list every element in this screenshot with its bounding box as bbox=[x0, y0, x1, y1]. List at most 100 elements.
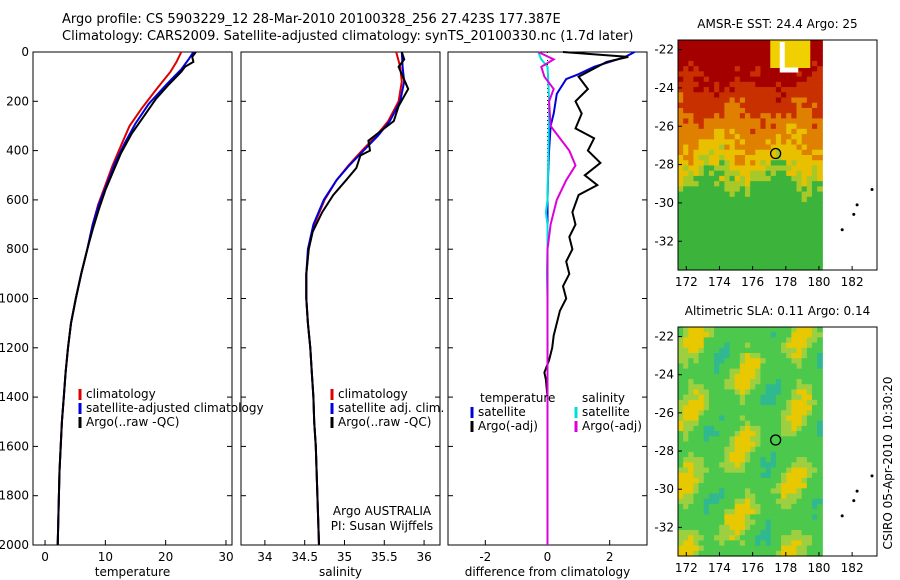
x-tick-label: 20 bbox=[158, 550, 173, 564]
y-tick-label: -28 bbox=[654, 444, 674, 458]
y-tick-label: -24 bbox=[654, 81, 674, 95]
series-line-satellite-adj-clim- bbox=[305, 51, 406, 546]
island-marker bbox=[840, 514, 844, 518]
legend-label: Argo(..raw -QC) bbox=[86, 415, 179, 429]
y-tick-label: 1600 bbox=[0, 439, 29, 453]
annotation-program: Argo AUSTRALIA bbox=[333, 504, 432, 518]
salinity-panel: 34 34.5 35 35.5 36 salinity climatologysatelli… bbox=[240, 51, 444, 579]
y-tick-label: 1800 bbox=[0, 489, 29, 503]
y-tick-label: 600 bbox=[6, 193, 29, 207]
y-tick-label: 800 bbox=[6, 242, 29, 256]
y-tick-label: -32 bbox=[654, 234, 674, 248]
x-tick-label: 10 bbox=[98, 550, 113, 564]
y-tick-label: 200 bbox=[6, 94, 29, 108]
y-tick-label: 2000 bbox=[0, 538, 29, 552]
series-line-argo-raw-qc- bbox=[56, 51, 197, 546]
x-tick-label: 34 bbox=[257, 550, 272, 564]
x-tick-label: 182 bbox=[841, 275, 864, 289]
map-land-mask bbox=[779, 42, 799, 73]
y-tick-label: 1400 bbox=[0, 390, 29, 404]
x-tick-label: -2 bbox=[479, 550, 491, 564]
x-tick-label: 0 bbox=[544, 550, 552, 564]
x-tick-label: 34.5 bbox=[291, 550, 318, 564]
map-frame bbox=[677, 39, 878, 271]
x-tick-label: 30 bbox=[218, 550, 233, 564]
x-tick-label: 174 bbox=[708, 275, 731, 289]
y-tick-label: -26 bbox=[654, 406, 674, 420]
island-marker bbox=[855, 489, 859, 493]
x-tick-label: 178 bbox=[774, 275, 797, 289]
series-line-temperature-argo-adj- bbox=[543, 51, 629, 545]
legend-label: Argo(-adj) bbox=[478, 419, 538, 433]
y-tick-label: 1200 bbox=[0, 341, 29, 355]
header-line-2: Climatology: CARS2009. Satellite-adjuste… bbox=[62, 29, 634, 44]
argo-location-marker bbox=[769, 434, 782, 446]
y-tick-label: -32 bbox=[654, 520, 674, 534]
legend-label: climatology bbox=[338, 387, 408, 401]
map-color-field bbox=[678, 327, 823, 557]
argo-location-marker bbox=[769, 147, 782, 160]
island-marker bbox=[852, 499, 856, 503]
x-tick-label: 172 bbox=[675, 275, 698, 289]
x-tick-label: 174 bbox=[708, 561, 731, 575]
legend-label: satellite bbox=[582, 405, 630, 419]
x-tick-label: 35.5 bbox=[371, 550, 398, 564]
legend-label: satellite adj. clim. bbox=[338, 401, 444, 415]
map-title: AMSR-E SST: 24.4 Argo: 25 bbox=[697, 17, 857, 31]
credit-label: CSIRO 05-Apr-2010 10:30:20 bbox=[881, 376, 895, 549]
x-tick-label: 36 bbox=[416, 550, 431, 564]
x-axis-label: temperature bbox=[95, 565, 170, 579]
temperature-panel: 0 10 20 30 temperature 0 200 400 600 800 1000 1200 1… bbox=[0, 45, 264, 579]
sst-map-panel: AMSR-E SST: 24.4 Argo: 25 172 174 176 178 180… bbox=[654, 17, 878, 289]
y-tick-label: -22 bbox=[654, 330, 674, 344]
y-tick-label: 0 bbox=[21, 45, 29, 59]
sla-map-panel: Altimetric SLA: 0.11 Argo: 0.14 172 174 176… bbox=[654, 304, 878, 575]
legend-label: satellite-adjusted climatology bbox=[86, 401, 264, 415]
series-line-salinity-argo-adj- bbox=[537, 51, 577, 545]
x-tick-label: 176 bbox=[741, 275, 764, 289]
plot-frame bbox=[240, 51, 441, 546]
plot-frame bbox=[32, 51, 233, 546]
map-title: Altimetric SLA: 0.11 Argo: 0.14 bbox=[685, 304, 870, 318]
legend-header-temperature: temperature bbox=[480, 391, 555, 405]
y-tick-label: -22 bbox=[654, 43, 674, 57]
y-tick-label: -30 bbox=[654, 196, 674, 210]
x-tick-label: 172 bbox=[675, 561, 698, 575]
x-tick-label: 182 bbox=[841, 561, 864, 575]
map-hotspot bbox=[770, 40, 811, 68]
x-tick-label: 176 bbox=[741, 561, 764, 575]
series-line-temperature-satellite bbox=[546, 51, 636, 545]
annotation-pi: PI: Susan Wijffels bbox=[331, 519, 433, 533]
map-frame bbox=[677, 326, 878, 557]
legend-label: satellite bbox=[478, 405, 526, 419]
y-tick-label: -28 bbox=[654, 158, 674, 172]
island-marker bbox=[852, 212, 856, 216]
x-tick-label: 35 bbox=[337, 550, 352, 564]
y-tick-label: 1000 bbox=[0, 292, 29, 306]
x-tick-label: 2 bbox=[606, 550, 614, 564]
x-axis-label: difference from climatology bbox=[465, 565, 631, 579]
y-tick-label: -30 bbox=[654, 482, 674, 496]
x-tick-label: 0 bbox=[41, 550, 49, 564]
series-line-argo-raw-qc- bbox=[305, 51, 410, 546]
island-marker bbox=[855, 203, 859, 207]
legend-header-salinity: salinity bbox=[582, 391, 625, 405]
x-tick-label: 180 bbox=[808, 275, 831, 289]
map-color-field bbox=[678, 40, 823, 271]
header-line-1: Argo profile: CS 5903229_12 28-Mar-2010 … bbox=[62, 12, 561, 27]
series-line-satellite-adjusted-climatology bbox=[56, 51, 195, 546]
legend-label: Argo(-adj) bbox=[582, 419, 642, 433]
x-tick-label: 180 bbox=[808, 561, 831, 575]
y-tick-label: -26 bbox=[654, 119, 674, 133]
island-marker bbox=[870, 474, 874, 478]
y-tick-label: -24 bbox=[654, 368, 674, 382]
x-tick-label: 178 bbox=[774, 561, 797, 575]
island-marker bbox=[840, 228, 844, 232]
island-marker bbox=[870, 188, 874, 191]
legend-label: climatology bbox=[86, 387, 156, 401]
legend-label: Argo(..raw -QC) bbox=[338, 415, 431, 429]
y-tick-label: 400 bbox=[6, 144, 29, 158]
x-axis-label: salinity bbox=[319, 565, 362, 579]
